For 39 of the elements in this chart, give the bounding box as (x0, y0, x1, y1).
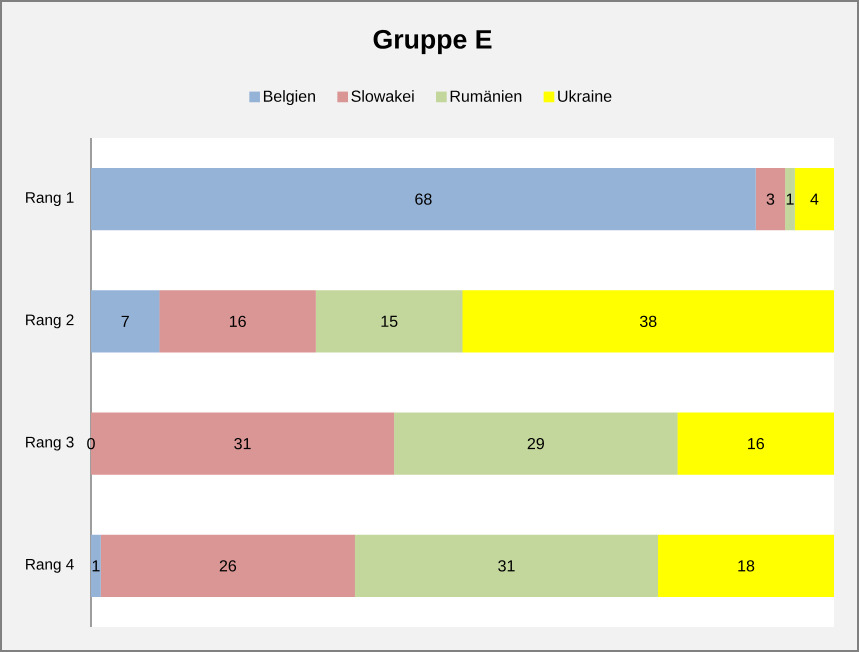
legend-label: Belgien (264, 90, 315, 106)
data-label: 1 (92, 560, 100, 572)
y-tick-label: Rang 2 (26, 314, 74, 328)
legend-label: Slowakei (351, 90, 414, 102)
bar (159, 290, 316, 353)
y-tick-label: Rang 4 (26, 559, 74, 573)
data-label: 26 (220, 560, 236, 572)
legend-label: Rumänien (450, 90, 522, 102)
data-label: 7 (122, 316, 129, 327)
annotation: 0 (87, 438, 95, 450)
bar (462, 290, 834, 353)
bar (100, 534, 355, 598)
data-label: 31 (234, 438, 251, 450)
bar (91, 168, 756, 230)
bar (756, 168, 786, 230)
bar (91, 534, 101, 598)
chart-title: Gruppe E (374, 30, 492, 54)
bar (394, 412, 678, 475)
data-label: 29 (528, 438, 544, 450)
data-label: 1 (786, 194, 794, 205)
bar (678, 412, 834, 475)
bar (316, 290, 462, 353)
data-label: 31 (498, 560, 515, 572)
y-tick-label: Rang 3 (26, 436, 74, 451)
bar (794, 168, 834, 230)
data-label: 4 (810, 194, 818, 205)
y-tick-label: Rang 1 (26, 192, 74, 206)
data-label: 68 (415, 193, 432, 205)
data-label: 3 (766, 193, 774, 205)
data-label: 16 (230, 316, 246, 328)
data-label: 15 (381, 316, 398, 327)
data-label: 38 (640, 316, 656, 328)
bar (785, 168, 795, 230)
data-label: 16 (748, 438, 764, 450)
legend-label: Ukraine (558, 90, 612, 102)
bar (658, 534, 834, 598)
bar (91, 290, 160, 353)
data-label: 18 (738, 560, 754, 572)
bar (354, 534, 658, 598)
